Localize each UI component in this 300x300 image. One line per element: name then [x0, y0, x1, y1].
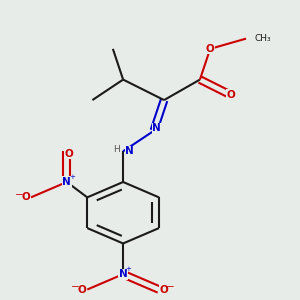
Text: +: + [69, 174, 75, 180]
Text: N: N [62, 177, 71, 187]
Text: +: + [125, 266, 131, 272]
Text: O: O [78, 284, 86, 295]
Text: −: − [166, 282, 175, 292]
Text: H: H [113, 146, 120, 154]
Text: CH₃: CH₃ [255, 34, 272, 43]
Text: O: O [160, 284, 169, 295]
Text: −: − [15, 190, 24, 200]
Text: O: O [21, 192, 30, 203]
Text: O: O [206, 44, 214, 54]
Text: O: O [226, 90, 235, 100]
Text: N: N [125, 146, 134, 156]
Text: N: N [119, 269, 128, 279]
Text: −: − [71, 282, 80, 292]
Text: O: O [65, 149, 74, 159]
Text: N: N [152, 123, 161, 133]
